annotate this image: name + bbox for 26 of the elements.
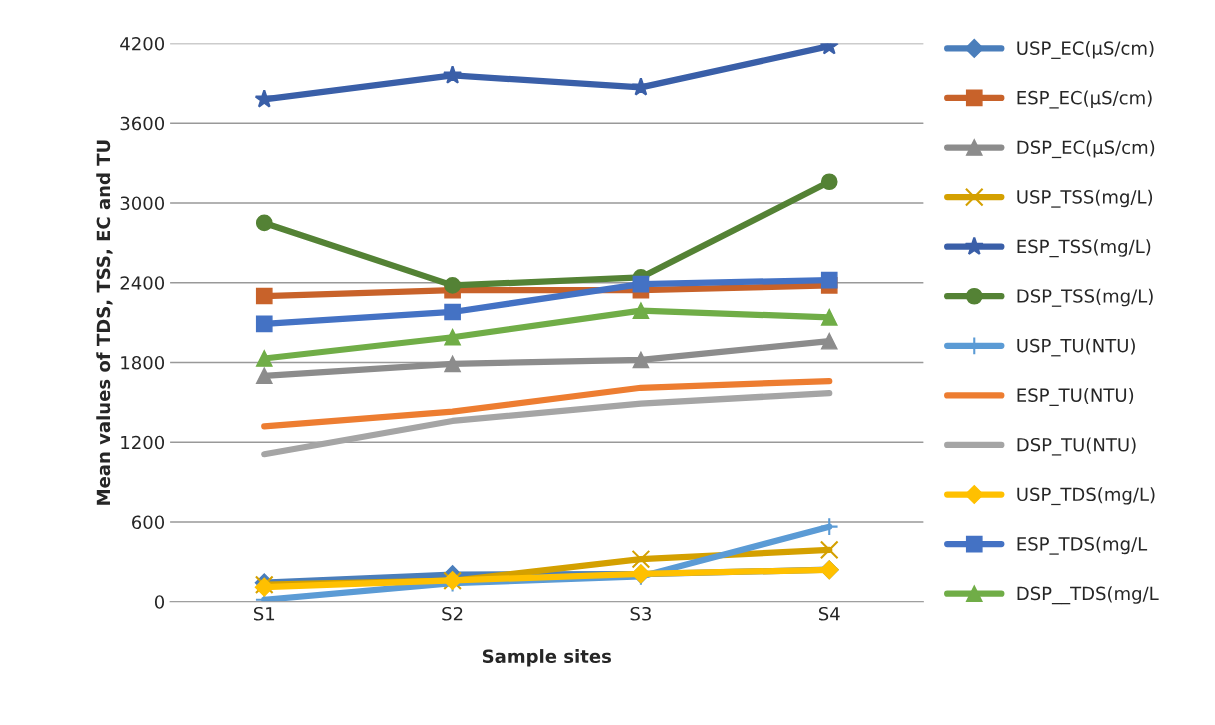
legend-label: DSP__TDS(mg/L xyxy=(1017,586,1159,605)
legend-label: DSP_TSS(mg/L) xyxy=(1017,288,1153,307)
x-tick-label: S4 xyxy=(818,606,840,621)
x-tick-label: S1 xyxy=(253,606,275,621)
y-tick-label: 3000 xyxy=(120,196,165,211)
x-tick-label: S3 xyxy=(630,606,651,621)
legend-label: ESP_EC(µS/cm) xyxy=(1017,90,1152,109)
y-tick-label: 2400 xyxy=(120,276,165,290)
y-tick-label: 4200 xyxy=(120,36,165,51)
x-tick-label: S2 xyxy=(442,606,463,621)
y-tick-label: 1800 xyxy=(121,355,165,370)
legend-label: USP_TSS(mg/L) xyxy=(1017,189,1153,208)
y-axis-title: Mean values of TDS, TSS, EC and TU xyxy=(96,140,113,505)
y-tick-label: 3600 xyxy=(120,116,165,131)
legend-label: USP_TDS(mg/L) xyxy=(1017,487,1155,506)
legend-label: ESP_TSS(mg/L) xyxy=(1017,239,1151,258)
legend-label: DSP_EC(µS/cm) xyxy=(1017,140,1155,159)
y-tick-label: 1200 xyxy=(121,435,165,450)
legend-label: USP_EC(µS/cm) xyxy=(1017,41,1154,59)
x-axis-title: Sample sites xyxy=(482,649,611,667)
legend-label: DSP_TU(NTU) xyxy=(1017,437,1136,456)
y-tick-label: 0 xyxy=(154,595,165,609)
legend-label: USP_TU(NTU) xyxy=(1017,338,1135,357)
legend-label: ESP_TDS(mg/L xyxy=(1017,536,1148,555)
y-tick-label: 600 xyxy=(132,515,165,530)
legend-label: ESP_TU(NTU) xyxy=(1017,388,1134,406)
